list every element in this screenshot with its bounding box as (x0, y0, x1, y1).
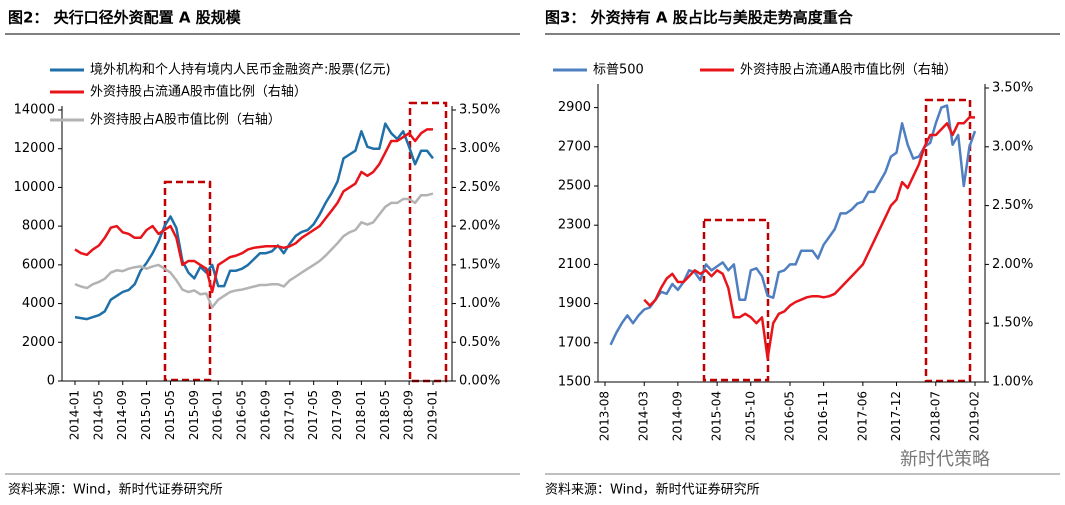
y2-tick-label: 3.50% (992, 81, 1033, 96)
y-tick-label: 14000 (14, 103, 55, 118)
y2-tick-label: 2.50% (992, 198, 1033, 213)
series-line (609, 104, 977, 346)
x-tick-label: 2014-09 (115, 390, 129, 440)
y-tick-label: 2900 (558, 100, 591, 115)
highlight-box (924, 98, 972, 383)
y2-tick-label: 3.00% (459, 141, 500, 156)
x-tick-label: 2015-09 (187, 390, 201, 440)
legend-label: 外资持股占A股市值比例（右轴） (90, 112, 281, 128)
y2-tick-label: 2.00% (992, 257, 1033, 272)
y2-tick-label: 1.00% (459, 296, 500, 311)
y-tick-label: 2100 (558, 257, 591, 272)
x-tick-label: 2015-05 (163, 390, 177, 440)
x-tick-label: 2018-09 (402, 390, 416, 440)
x-tick-label: 2016-11 (816, 391, 830, 441)
x-tick-label: 2015-10 (743, 391, 757, 441)
y-tick-label: 1500 (558, 375, 591, 390)
x-tick-label: 2014-03 (637, 391, 651, 441)
x-tick-label: 2013-08 (598, 391, 612, 441)
x-tick-label: 2016-01 (211, 390, 225, 440)
series-line (74, 122, 434, 321)
highlight-box (163, 180, 212, 382)
y2-tick-label: 1.50% (992, 316, 1033, 331)
x-tick-label: 2015-01 (139, 390, 153, 440)
y-tick-label: 1700 (558, 335, 591, 350)
x-tick-label: 2016-05 (783, 391, 797, 441)
x-tick-label: 2016-09 (258, 390, 272, 440)
y2-tick-label: 3.00% (992, 139, 1033, 154)
y2-tick-label: 3.50% (459, 103, 500, 118)
legend-label: 外资持股占流通A股市值比例（右轴） (90, 84, 307, 100)
chart-title: 图3： 外资持有 A 股占比与美股走势高度重合 (545, 9, 854, 27)
y2-tick-label: 2.00% (459, 219, 500, 234)
y2-tick-label: 2.50% (459, 180, 500, 195)
y2-tick-label: 1.00% (992, 375, 1033, 390)
legend-label: 外资持股占流通A股市值比例（右轴） (740, 62, 957, 78)
x-tick-label: 2017-01 (282, 390, 296, 440)
x-tick-label: 2014-05 (91, 390, 105, 440)
y-tick-label: 2000 (22, 335, 55, 350)
x-tick-label: 2015-04 (710, 391, 724, 441)
legend-label: 标普500 (593, 63, 644, 78)
x-tick-label: 2017-09 (330, 390, 344, 440)
x-tick-label: 2017-12 (889, 391, 903, 441)
highlight-box (408, 101, 448, 383)
y-tick-label: 2300 (558, 218, 591, 233)
x-tick-label: 2018-05 (378, 390, 392, 440)
y-tick-label: 1900 (558, 296, 591, 311)
x-tick-label: 2014-01 (68, 390, 82, 440)
y-tick-label: 4000 (22, 296, 55, 311)
series-line (74, 192, 434, 309)
y2-tick-label: 0.00% (459, 374, 500, 389)
y2-tick-label: 0.50% (459, 335, 500, 350)
series-line (74, 128, 433, 294)
watermark: 新时代策略 (900, 449, 990, 470)
y-tick-label: 2700 (558, 139, 591, 154)
y2-tick-label: 1.50% (459, 257, 500, 272)
x-tick-label: 2018-07 (928, 391, 942, 441)
x-tick-label: 2019-01 (426, 390, 440, 440)
y-tick-label: 2500 (558, 179, 591, 194)
y-tick-label: 6000 (22, 257, 55, 272)
x-tick-label: 2018-01 (354, 390, 368, 440)
x-tick-label: 2017-06 (855, 391, 869, 441)
y-tick-label: 8000 (22, 219, 55, 234)
legend-label: 境外机构和个人持有境内人民币金融资产:股票(亿元) (90, 62, 391, 78)
y-tick-label: 10000 (14, 180, 55, 195)
y-tick-label: 0 (47, 374, 55, 389)
source: 资料来源：Wind，新时代证券研究所 (8, 482, 223, 498)
chart-title: 图2： 央行口径外资配置 A 股规模 (8, 9, 242, 27)
x-tick-label: 2016-05 (235, 390, 249, 440)
x-tick-label: 2014-09 (670, 391, 684, 441)
series-line (643, 116, 975, 360)
x-tick-label: 2019-02 (968, 391, 982, 441)
y-tick-label: 12000 (14, 141, 55, 156)
highlight-box (702, 218, 770, 382)
source: 资料来源：Wind，新时代证券研究所 (545, 482, 760, 498)
x-tick-label: 2017-05 (306, 390, 320, 440)
